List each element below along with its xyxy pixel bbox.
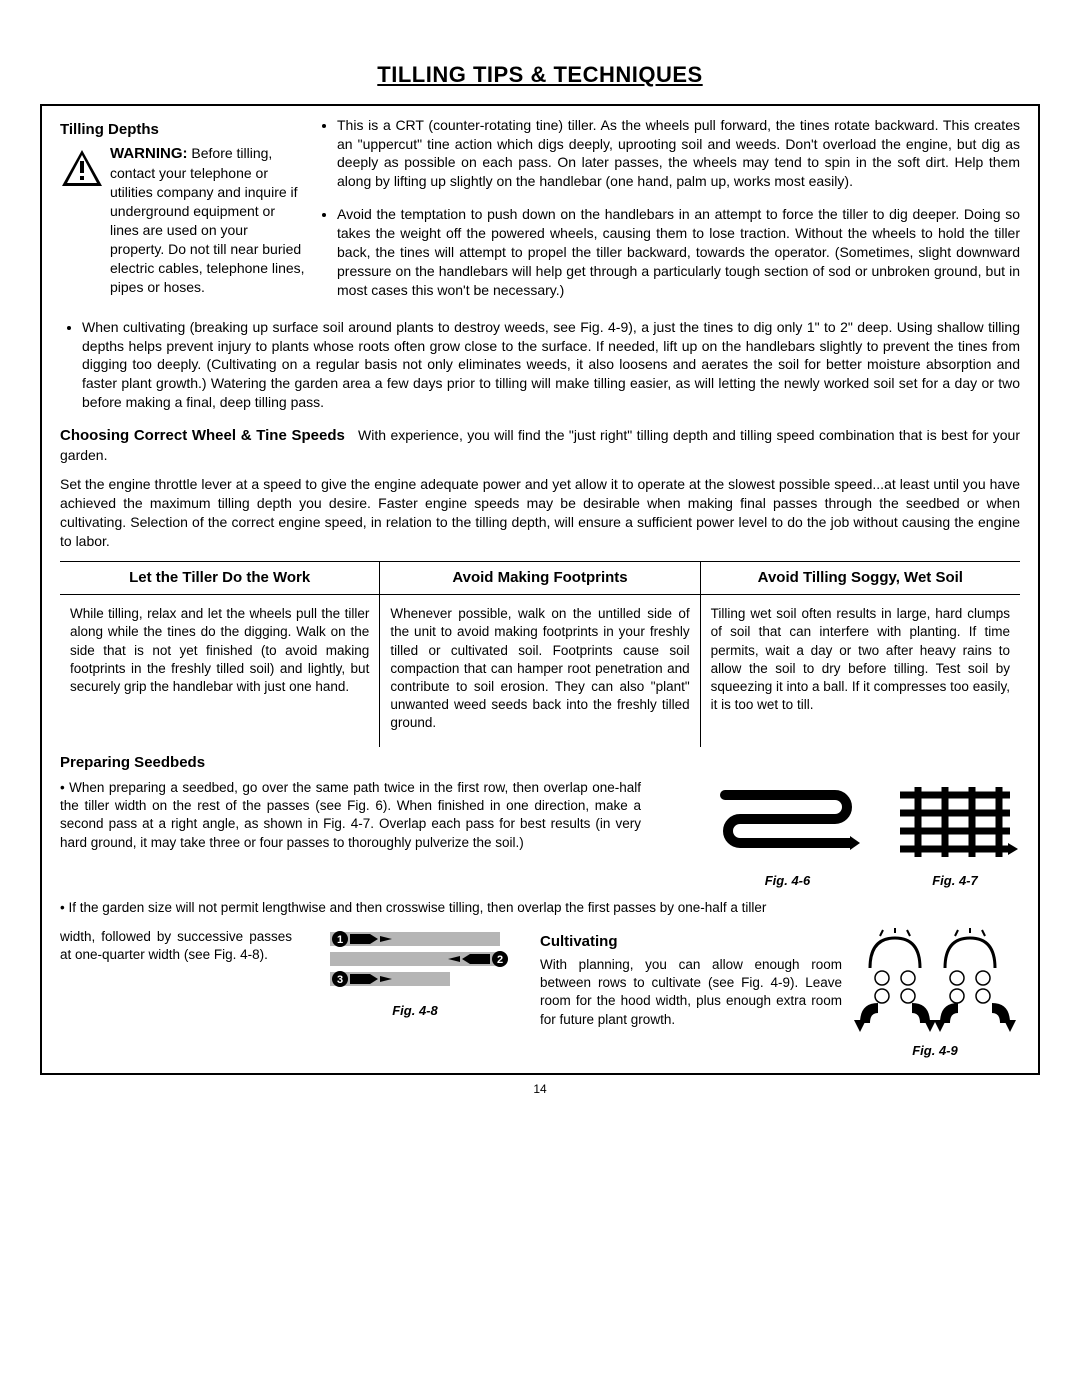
warning-icon xyxy=(60,144,110,296)
col-head-footprints: Avoid Making Footprints xyxy=(379,562,699,594)
col-head-soggy: Avoid Tilling Soggy, Wet Soil xyxy=(700,562,1020,594)
fig-4-7-caption: Fig. 4-7 xyxy=(890,872,1020,890)
cultivating-para: With planning, you can allow enough room… xyxy=(540,956,842,1029)
fig-4-9-caption: Fig. 4-9 xyxy=(850,1042,1020,1060)
speeds-heading: Choosing Correct Wheel & Tine Speeds xyxy=(60,427,345,444)
warning-body: Before tilling, contact your telephone o… xyxy=(110,145,305,295)
seedbeds-heading: Preparing Seedbeds xyxy=(60,753,1020,773)
page-number: 14 xyxy=(40,1081,1040,1097)
figure-4-6: Fig. 4-6 xyxy=(715,783,860,890)
figure-4-9: Fig. 4-9 xyxy=(850,928,1020,1060)
figure-4-8: 1 2 3 Fig. 4-8 xyxy=(300,928,530,1060)
figure-4-7: Fig. 4-7 xyxy=(890,783,1020,890)
bullet-cultivating-depth: When cultivating (breaking up surface so… xyxy=(82,318,1020,412)
three-column-section: Let the Tiller Do the Work Avoid Making … xyxy=(60,561,1020,747)
speeds-section: Choosing Correct Wheel & Tine Speeds Wit… xyxy=(60,426,1020,465)
col-body-footprints: Whenever possible, walk on the untilled … xyxy=(379,595,699,747)
col-body-soggy: Tilling wet soil often results in large,… xyxy=(700,595,1020,747)
seedbed-para2-lead: • If the garden size will not permit len… xyxy=(60,899,1020,917)
fig-4-8-caption: Fig. 4-8 xyxy=(300,1002,530,1020)
warning-text-block: WARNING: Before tilling, contact your te… xyxy=(110,144,305,296)
tilling-depths-section: Tilling Depths WARNING: Before tilling, … xyxy=(60,116,1020,314)
svg-text:3: 3 xyxy=(337,974,343,986)
seedbed-para2-rest: width, followed by successive passes at … xyxy=(60,928,300,1060)
bullet-crt: This is a CRT (counter-rotating tine) ti… xyxy=(337,116,1020,192)
fig-4-6-caption: Fig. 4-6 xyxy=(715,872,860,890)
speeds-para: Set the engine throttle lever at a speed… xyxy=(60,475,1020,551)
cultivating-heading: Cultivating xyxy=(540,932,842,952)
document-page: TILLING TIPS & TECHNIQUES Tilling Depths xyxy=(0,0,1080,1117)
svg-text:2: 2 xyxy=(497,954,503,966)
lower-row: width, followed by successive passes at … xyxy=(60,928,1020,1060)
svg-text:1: 1 xyxy=(337,934,343,946)
content-border: Tilling Depths WARNING: Before tilling, … xyxy=(40,104,1040,1076)
seedbed-para1: • When preparing a seedbed, go over the … xyxy=(60,779,655,890)
bullet-handlebar: Avoid the temptation to push down on the… xyxy=(337,205,1020,299)
seedbed-row-1: • When preparing a seedbed, go over the … xyxy=(60,779,1020,890)
tilling-bullets-full: When cultivating (breaking up surface so… xyxy=(60,318,1020,412)
tilling-depths-heading: Tilling Depths xyxy=(60,120,305,140)
warning-lead: WARNING: xyxy=(110,145,188,162)
tilling-bullets-right: This is a CRT (counter-rotating tine) ti… xyxy=(315,116,1020,300)
col-body-let-tiller: While tilling, relax and let the wheels … xyxy=(60,595,379,747)
page-title: TILLING TIPS & TECHNIQUES xyxy=(40,60,1040,90)
col-head-let-tiller: Let the Tiller Do the Work xyxy=(60,562,379,594)
